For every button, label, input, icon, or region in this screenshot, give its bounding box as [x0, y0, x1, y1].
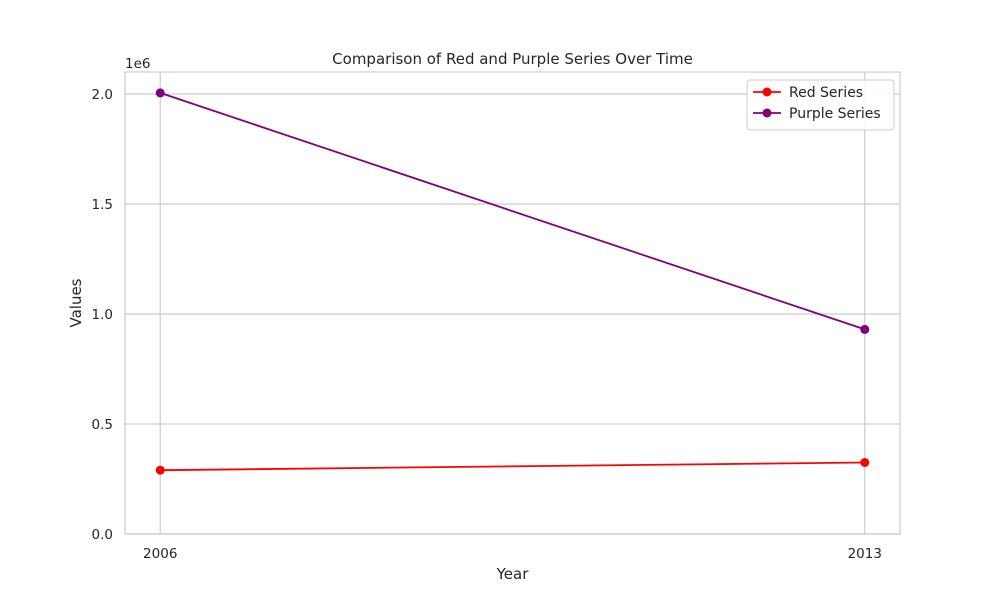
legend-label: Purple Series [789, 106, 881, 122]
legend-swatch-marker [762, 87, 772, 97]
plot-area-frame [124, 71, 901, 535]
x-axis-label: Year [496, 565, 530, 583]
y-axis-offset-label: 1e6 [125, 56, 150, 72]
y-tick-label: 1.5 [92, 197, 113, 213]
y-tick-label: 0.0 [92, 527, 113, 543]
legend-label: Red Series [789, 85, 863, 101]
y-tick-label: 1.0 [92, 307, 113, 323]
red-series-point [155, 465, 165, 475]
purple-series-point [155, 88, 165, 98]
chart-title: Comparison of Red and Purple Series Over… [332, 50, 693, 68]
purple-series-line [159, 92, 866, 331]
x-tick-label: 2006 [143, 546, 177, 562]
tick-labels: 0.0 0.5 1.0 1.5 2.0 2006 2013 [92, 87, 882, 562]
legend-box [746, 79, 895, 131]
red-series-line [160, 461, 865, 472]
y-tick-label: 0.5 [92, 417, 113, 433]
grid-layer [125, 72, 900, 535]
series-layer [155, 88, 870, 475]
legend: Red Series Purple Series [746, 79, 895, 131]
y-axis-label: Values [67, 278, 85, 327]
purple-series-point [860, 324, 870, 334]
legend-swatch-marker [762, 108, 772, 118]
x-tick-label: 2013 [848, 546, 882, 562]
y-tick-label: 2.0 [92, 87, 113, 103]
red-series-point [860, 458, 870, 467]
